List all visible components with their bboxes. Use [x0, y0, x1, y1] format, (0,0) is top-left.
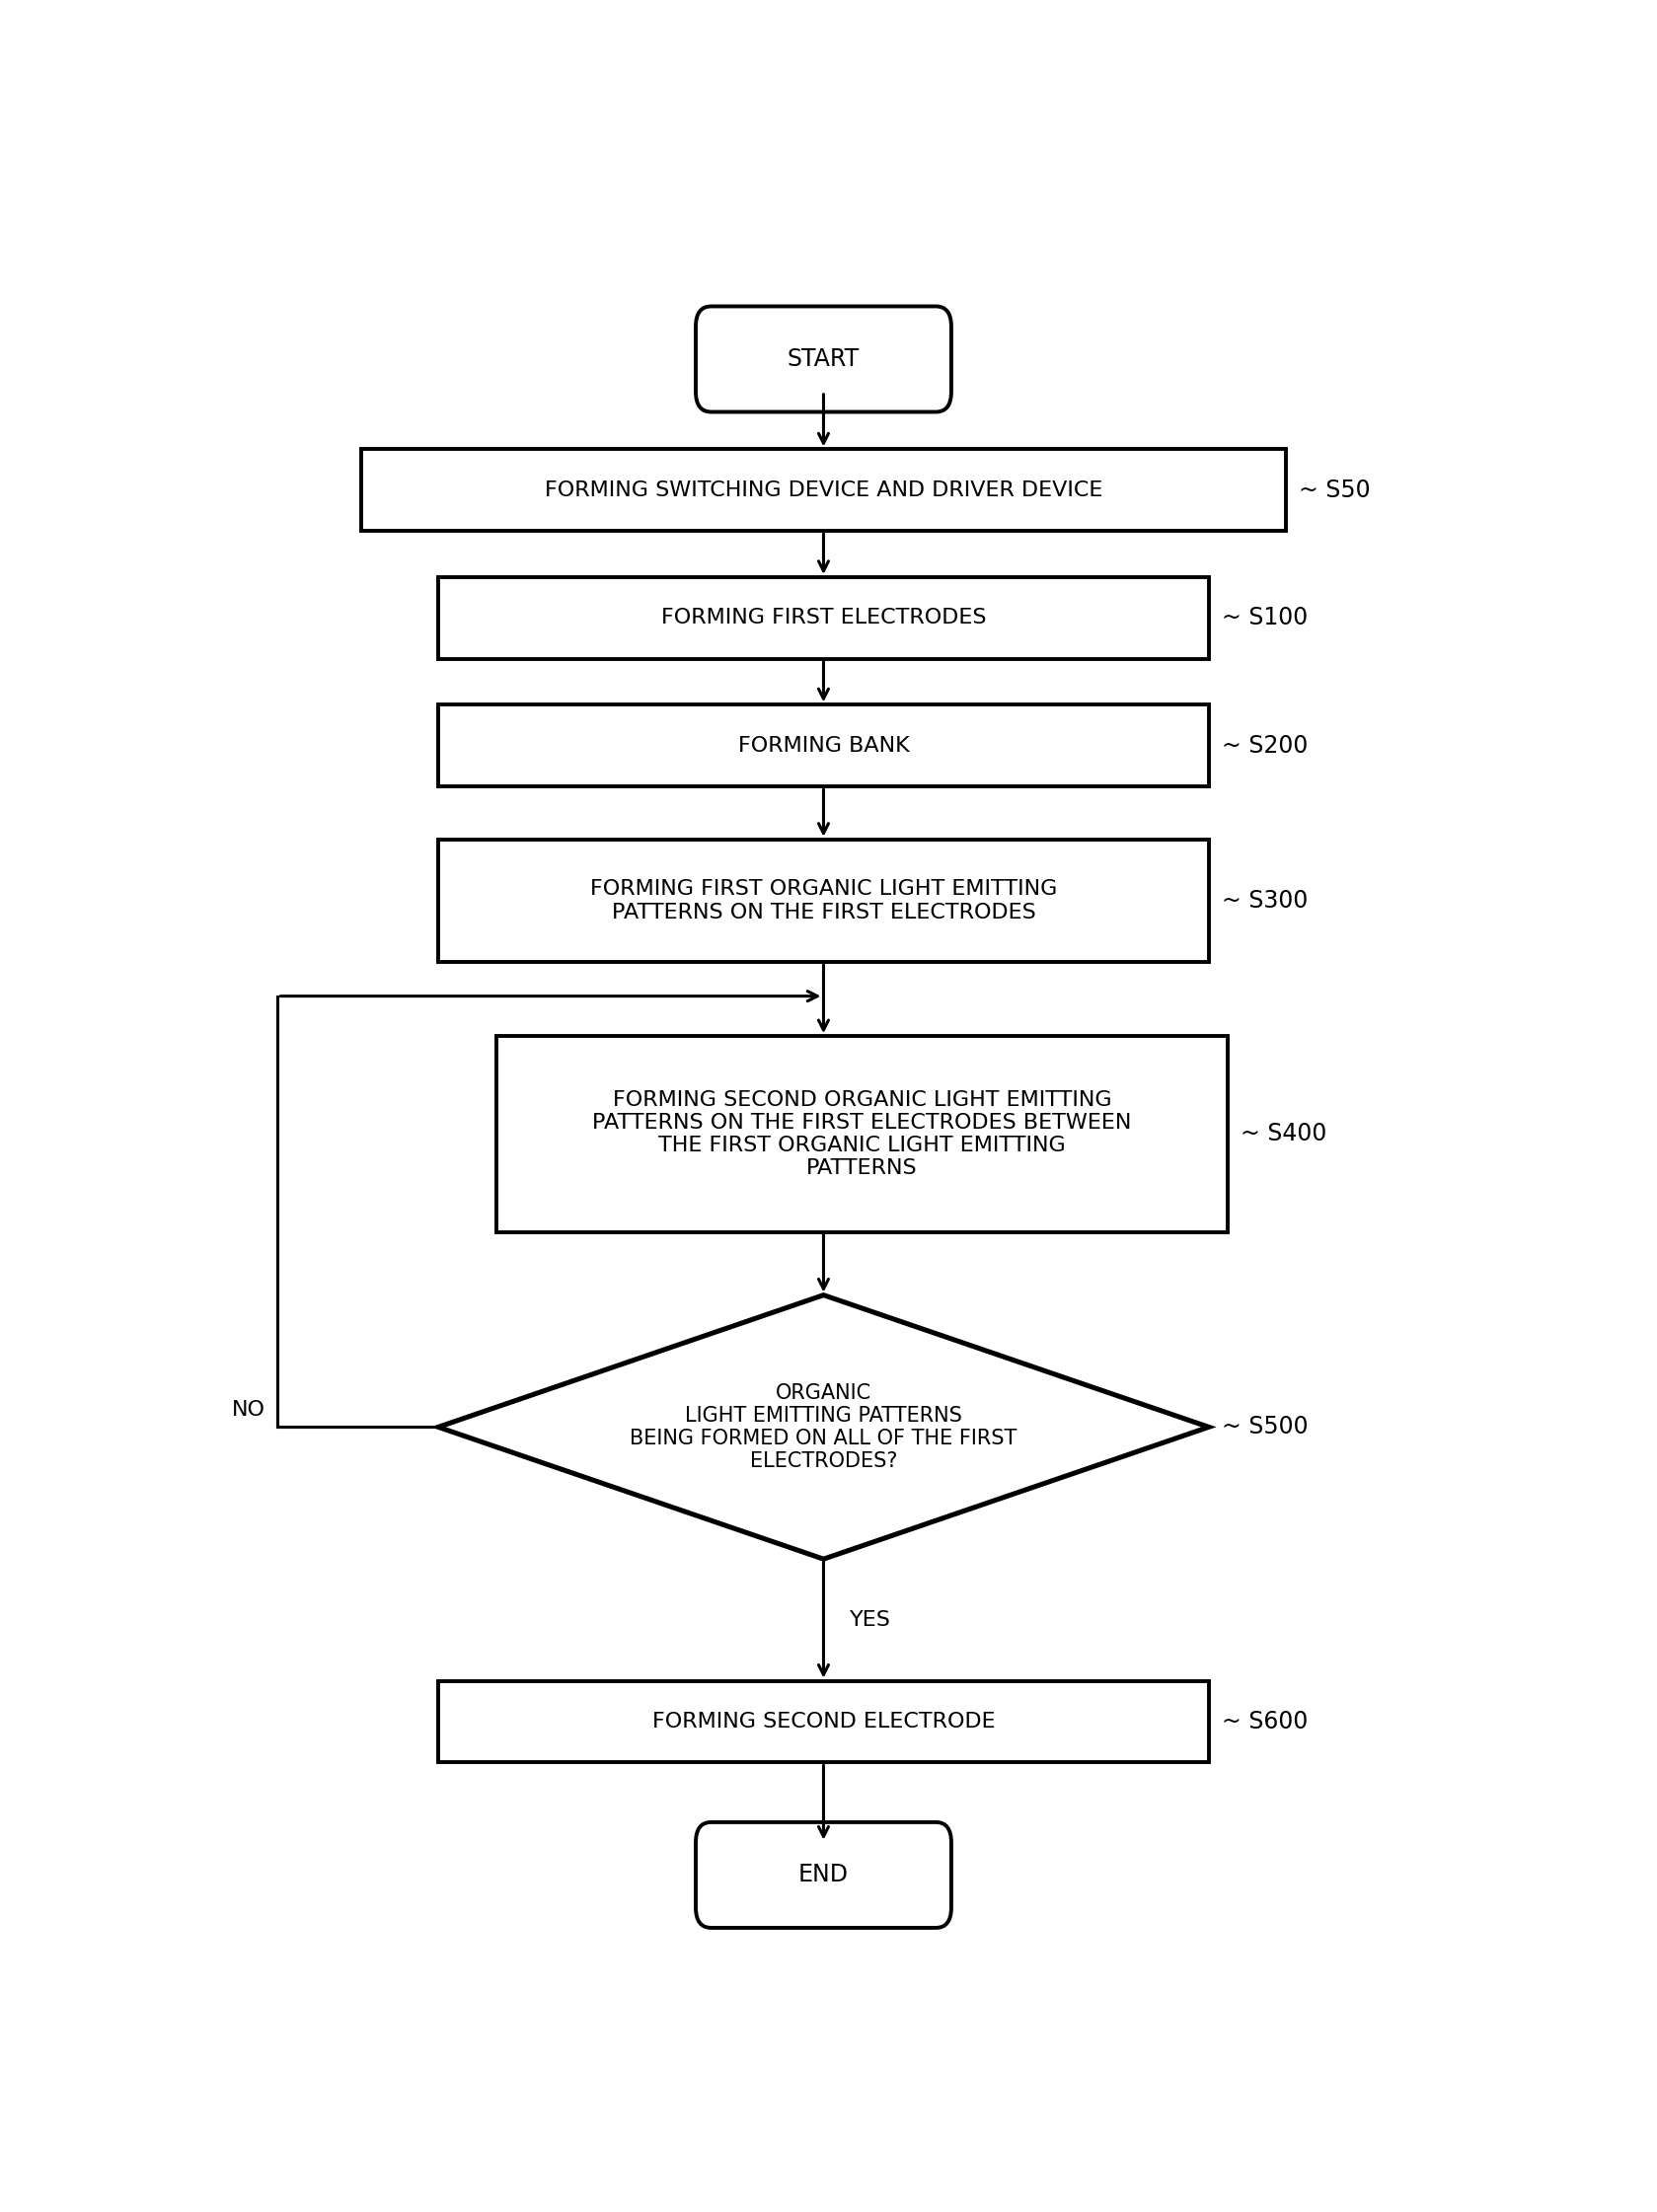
- Bar: [437, 838, 1210, 962]
- Bar: [437, 577, 1210, 659]
- Bar: [437, 1681, 1210, 1763]
- Bar: [437, 706, 1210, 787]
- Polygon shape: [437, 1294, 1210, 1559]
- Text: ~ S50: ~ S50: [1299, 478, 1370, 502]
- Text: ~ S100: ~ S100: [1221, 606, 1307, 630]
- Text: ~ S600: ~ S600: [1221, 1710, 1307, 1734]
- Text: ~ S200: ~ S200: [1221, 734, 1307, 757]
- Text: FORMING FIRST ELECTRODES: FORMING FIRST ELECTRODES: [661, 608, 986, 628]
- Text: FORMING FIRST ORGANIC LIGHT EMITTING
PATTERNS ON THE FIRST ELECTRODES: FORMING FIRST ORGANIC LIGHT EMITTING PAT…: [590, 880, 1057, 922]
- Bar: [361, 449, 1286, 531]
- Text: FORMING BANK: FORMING BANK: [737, 737, 910, 757]
- Text: ~ S400: ~ S400: [1241, 1121, 1327, 1146]
- Text: ~ S500: ~ S500: [1221, 1416, 1307, 1438]
- Bar: [495, 1035, 1228, 1232]
- Text: ~ S300: ~ S300: [1221, 889, 1307, 914]
- Text: FORMING SECOND ELECTRODE: FORMING SECOND ELECTRODE: [651, 1712, 996, 1732]
- Text: FORMING SWITCHING DEVICE AND DRIVER DEVICE: FORMING SWITCHING DEVICE AND DRIVER DEVI…: [545, 480, 1102, 500]
- Text: ORGANIC
LIGHT EMITTING PATTERNS
BEING FORMED ON ALL OF THE FIRST
ELECTRODES?: ORGANIC LIGHT EMITTING PATTERNS BEING FO…: [630, 1382, 1017, 1471]
- FancyBboxPatch shape: [696, 305, 951, 411]
- Text: NO: NO: [232, 1400, 265, 1420]
- Text: END: END: [799, 1863, 848, 1887]
- Text: FORMING SECOND ORGANIC LIGHT EMITTING
PATTERNS ON THE FIRST ELECTRODES BETWEEN
T: FORMING SECOND ORGANIC LIGHT EMITTING PA…: [593, 1091, 1132, 1179]
- Text: START: START: [787, 347, 860, 372]
- FancyBboxPatch shape: [696, 1823, 951, 1929]
- Text: YES: YES: [850, 1610, 890, 1630]
